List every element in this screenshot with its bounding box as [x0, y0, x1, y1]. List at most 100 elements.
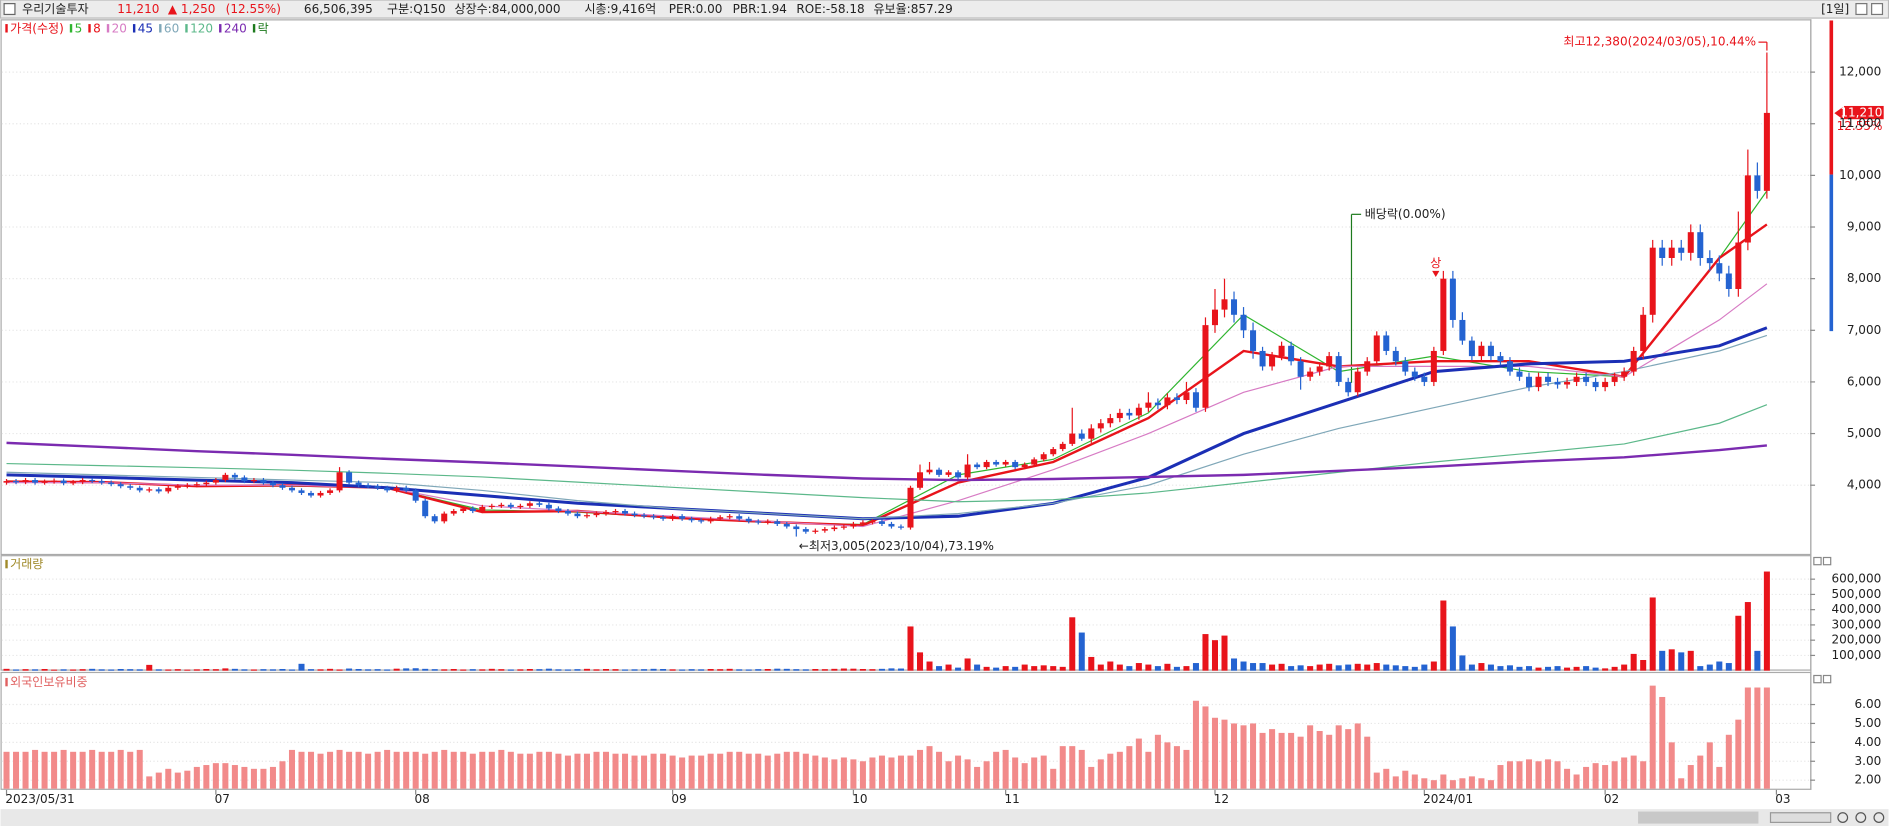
bar	[612, 753, 619, 789]
candle-body	[117, 484, 124, 487]
candle-body	[1192, 392, 1199, 408]
bar	[1640, 761, 1647, 789]
bar	[1640, 659, 1647, 671]
bar	[1269, 664, 1276, 671]
legend-label: 240	[224, 21, 247, 35]
close-button[interactable]	[1871, 3, 1884, 16]
candle-body	[793, 526, 800, 530]
y-tick-label: 11,000	[1839, 116, 1881, 130]
y-tick-label: 4,000	[1847, 478, 1881, 492]
bar	[602, 751, 610, 789]
scroll-thumb[interactable]	[1638, 811, 1759, 824]
panel-button[interactable]	[1822, 674, 1832, 684]
bar	[1592, 763, 1599, 789]
candle-body	[622, 511, 629, 514]
bar	[355, 668, 362, 671]
bar	[98, 751, 105, 789]
bar	[1078, 749, 1085, 789]
x-tick-label: 10	[852, 792, 867, 806]
candle-body	[488, 505, 495, 508]
candle-body	[755, 521, 762, 523]
bar	[412, 668, 419, 671]
scrollbar[interactable]	[0, 809, 1889, 826]
candle-body	[1354, 371, 1361, 393]
zoom-out[interactable]	[1837, 812, 1849, 823]
candle-body	[821, 529, 828, 531]
candle-body	[1535, 376, 1542, 388]
zoom-in[interactable]	[1873, 812, 1885, 823]
x-tick-label: 03	[1775, 792, 1790, 806]
bar	[793, 751, 800, 789]
bar	[184, 669, 191, 671]
candle-body	[1716, 263, 1723, 274]
bar	[1440, 600, 1447, 671]
candle-body	[1449, 278, 1456, 320]
bar	[945, 664, 952, 671]
bar	[1545, 666, 1552, 671]
bar	[888, 668, 895, 671]
panel-button[interactable]	[1822, 556, 1832, 566]
bar	[146, 664, 153, 671]
bar	[1297, 736, 1304, 789]
bar	[1611, 761, 1618, 789]
candle-body	[22, 480, 29, 483]
bar	[1316, 664, 1323, 671]
bar	[1354, 663, 1361, 671]
x-tick-label: 02	[1604, 792, 1619, 806]
bar	[1649, 597, 1656, 671]
candle-body	[536, 503, 543, 505]
bar	[79, 669, 86, 671]
bar	[878, 755, 885, 789]
bar	[583, 668, 590, 671]
candle-body	[1763, 112, 1770, 191]
bar	[1668, 742, 1675, 789]
bar	[108, 751, 115, 789]
bar	[983, 761, 990, 789]
bar	[32, 669, 39, 671]
candle-body	[1411, 371, 1418, 377]
bar	[1012, 757, 1019, 789]
candle-body	[1316, 366, 1323, 372]
bar	[1468, 664, 1475, 671]
bar	[1735, 719, 1742, 789]
moving-average-line	[6, 441, 1768, 482]
panel-button[interactable]	[1813, 556, 1822, 566]
bar	[593, 751, 600, 789]
candle-body	[1640, 314, 1647, 351]
zoom-slider[interactable]	[1769, 812, 1832, 823]
zoom-reset[interactable]	[1855, 812, 1867, 823]
candle-body	[1497, 356, 1504, 362]
checkbox[interactable]	[3, 3, 16, 16]
bar	[1078, 632, 1085, 671]
candle-body	[1478, 345, 1485, 357]
candle-body	[365, 485, 372, 487]
bar	[412, 751, 419, 789]
bar	[650, 668, 657, 671]
shares: 상장수:84,000,000	[454, 2, 560, 16]
bar	[850, 668, 857, 671]
bar	[736, 669, 743, 671]
bar	[1002, 666, 1009, 671]
candle-body	[1145, 402, 1152, 408]
bar	[1278, 732, 1285, 789]
y-tick-label: 8,000	[1847, 271, 1881, 285]
bar	[736, 751, 743, 789]
bar	[60, 749, 67, 789]
bar	[127, 669, 134, 671]
candle-body	[155, 489, 162, 492]
bar	[441, 669, 448, 671]
window-button[interactable]	[1855, 3, 1868, 16]
bar	[288, 669, 295, 671]
bar	[336, 749, 343, 789]
bar	[1621, 664, 1628, 671]
y-tick-label: 300,000	[1832, 617, 1882, 631]
candle-body	[802, 529, 809, 532]
bar	[384, 749, 391, 789]
bar	[602, 668, 610, 671]
bar	[1678, 652, 1685, 671]
y-tick-label: 7,000	[1847, 323, 1881, 337]
period-button[interactable]: [1일]	[1821, 2, 1849, 16]
bar	[298, 663, 305, 671]
legend-marker	[69, 24, 73, 33]
panel-button[interactable]	[1813, 674, 1822, 684]
